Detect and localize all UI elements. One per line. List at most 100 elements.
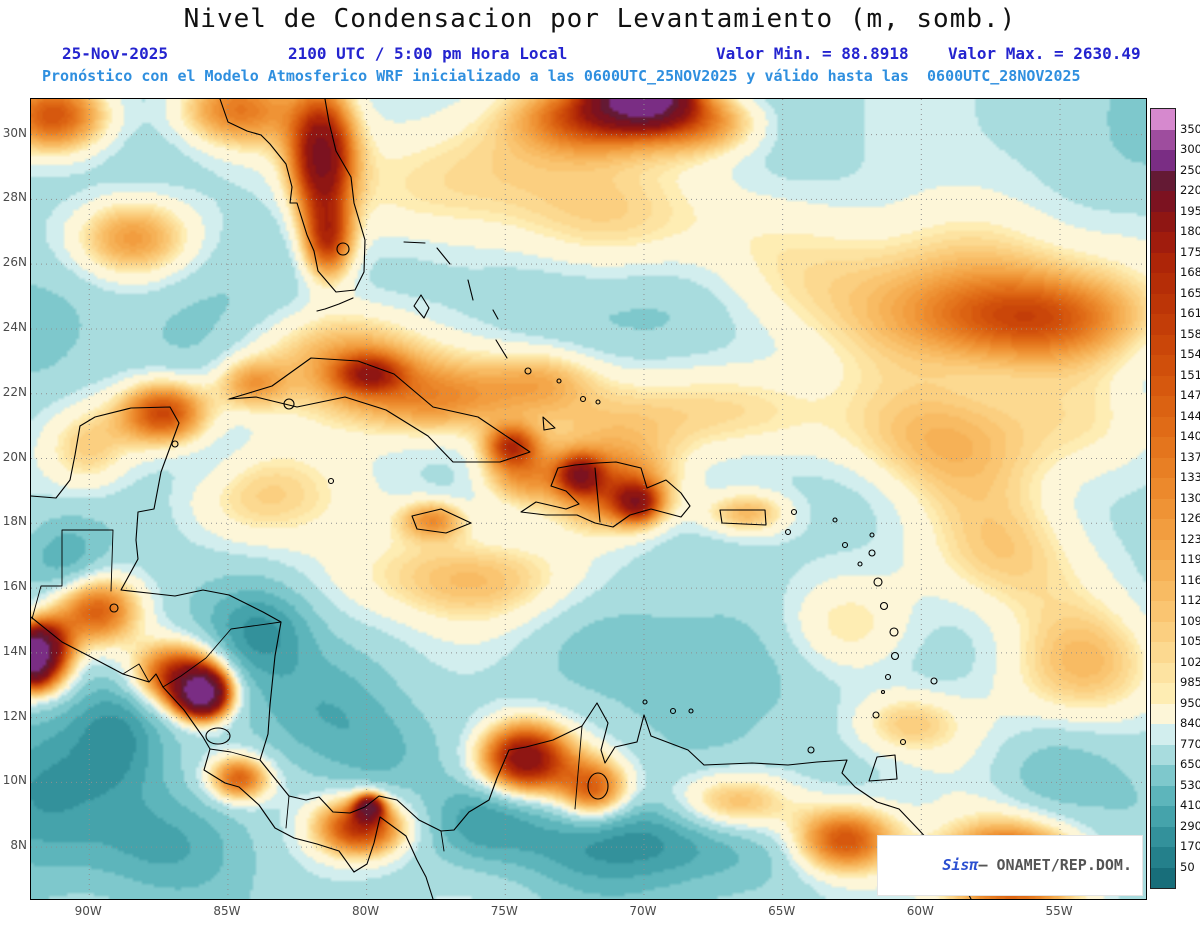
colorbar-segment [1151,129,1175,150]
colorbar-label: 1800 [1180,224,1200,238]
lon-tick-label: 80W [352,904,380,918]
colorbar-label: 3000 [1180,142,1200,156]
colorbar-segment [1151,416,1175,437]
lat-tick-label: 22N [2,384,27,399]
lcl-field-canvas [31,99,1146,899]
colorbar-label: 1195 [1180,552,1200,566]
lat-tick-label: 30N [2,125,27,140]
colorbar-label: 1615 [1180,306,1200,320]
colorbar-segment [1151,519,1175,540]
colorbar-label: 1650 [1180,285,1200,300]
colorbar-segment [1151,765,1175,786]
colorbar-label: 1125 [1180,593,1200,607]
colorbar-label: 3500 [1180,121,1200,136]
lat-tick-label: 28N [2,190,27,205]
colorbar-label: 1160 [1180,572,1200,587]
colorbar-segment [1151,744,1175,765]
colorbar-label: 1300 [1180,490,1200,505]
colorbar-segment [1151,724,1175,745]
colorbar-label: 1335 [1180,470,1200,484]
colorbar-segment [1151,355,1175,376]
colorbar-segment [1151,560,1175,581]
lon-tick-label: 85W [213,904,241,918]
colorbar-label: 650 [1180,757,1200,771]
colorbar-label: 2200 [1180,183,1200,197]
colorbar-label: 1440 [1180,408,1200,423]
colorbar-segment [1151,601,1175,622]
colorbar-label: 1405 [1180,429,1200,443]
max-value-label: Valor Max. = 2630.49 [948,44,1141,63]
colorbar-label: 985 [1180,675,1200,689]
colorbar-label: 1055 [1180,634,1200,648]
lon-tick-label: 70W [629,904,657,918]
lon-tick-label: 90W [74,904,102,918]
colorbar-segment [1151,109,1175,130]
page-title: Nivel de Condensacion por Levantamiento … [183,4,1017,34]
colorbar-label: 170 [1180,839,1200,853]
colorbar-segment [1151,150,1175,171]
watermark-text: – ONAMET/REP.DOM. [978,856,1132,874]
colorbar-segment [1151,232,1175,253]
min-value-label: Valor Min. = 88.8918 [716,44,909,63]
colorbar-segment [1151,847,1175,868]
colorbar-segment [1151,785,1175,806]
colorbar-label: 2500 [1180,162,1200,177]
colorbar-label: 950 [1180,695,1200,710]
colorbar-segment [1151,375,1175,396]
colorbar-segment [1151,498,1175,519]
colorbar-segment [1151,703,1175,724]
lat-tick-label: 8N [10,838,27,853]
lat-tick-label: 16N [2,579,27,594]
lat-tick-label: 12N [2,708,27,723]
colorbar-segment [1151,662,1175,683]
colorbar-label: 1230 [1180,531,1200,546]
colorbar-segment [1151,580,1175,601]
colorbar-label: 1685 [1180,265,1200,279]
colorbar [1150,108,1176,889]
date-label: 25-Nov-2025 [62,44,168,63]
lat-tick-label: 24N [2,319,27,334]
colorbar-segment [1151,621,1175,642]
colorbar-label: 410 [1180,798,1200,812]
map-area: Sisπ– ONAMET/REP.DOM. [30,98,1147,900]
colorbar-segment [1151,437,1175,458]
colorbar-label: 50 [1180,859,1195,874]
lon-tick-label: 75W [490,904,518,918]
lat-tick-label: 14N [2,643,27,658]
colorbar-label: 1950 [1180,203,1200,218]
colorbar-label: 1475 [1180,388,1200,402]
colorbar-segment [1151,826,1175,847]
lon-tick-label: 65W [768,904,796,918]
colorbar-label: 1580 [1180,326,1200,341]
lon-tick-label: 60W [906,904,934,918]
lat-tick-label: 26N [2,255,27,270]
watermark: Sisπ– ONAMET/REP.DOM. [877,835,1143,896]
watermark-brand: Sisπ [942,856,979,874]
colorbar-segment [1151,252,1175,273]
colorbar-label: 530 [1180,777,1200,792]
colorbar-label: 1090 [1180,613,1200,628]
colorbar-segment [1151,478,1175,499]
colorbar-segment [1151,334,1175,355]
colorbar-segment [1151,806,1175,827]
colorbar-segment [1151,457,1175,478]
colorbar-segment [1151,642,1175,663]
colorbar-segment [1151,314,1175,335]
colorbar-label: 290 [1180,818,1200,833]
lat-tick-label: 18N [2,514,27,529]
colorbar-segment [1151,396,1175,417]
colorbar-label: 1750 [1180,244,1200,259]
colorbar-label: 1510 [1180,367,1200,382]
forecast-line: Pronóstico con el Modelo Atmosferico WRF… [42,67,1081,85]
colorbar-segment [1151,273,1175,294]
colorbar-label: 840 [1180,716,1200,730]
colorbar-segment [1151,191,1175,212]
colorbar-label: 1265 [1180,511,1200,525]
lon-tick-label: 55W [1045,904,1073,918]
colorbar-label: 770 [1180,736,1200,751]
lat-tick-label: 20N [2,449,27,464]
colorbar-segment [1151,170,1175,191]
time-label: 2100 UTC / 5:00 pm Hora Local [288,44,568,63]
colorbar-label: 1545 [1180,347,1200,361]
